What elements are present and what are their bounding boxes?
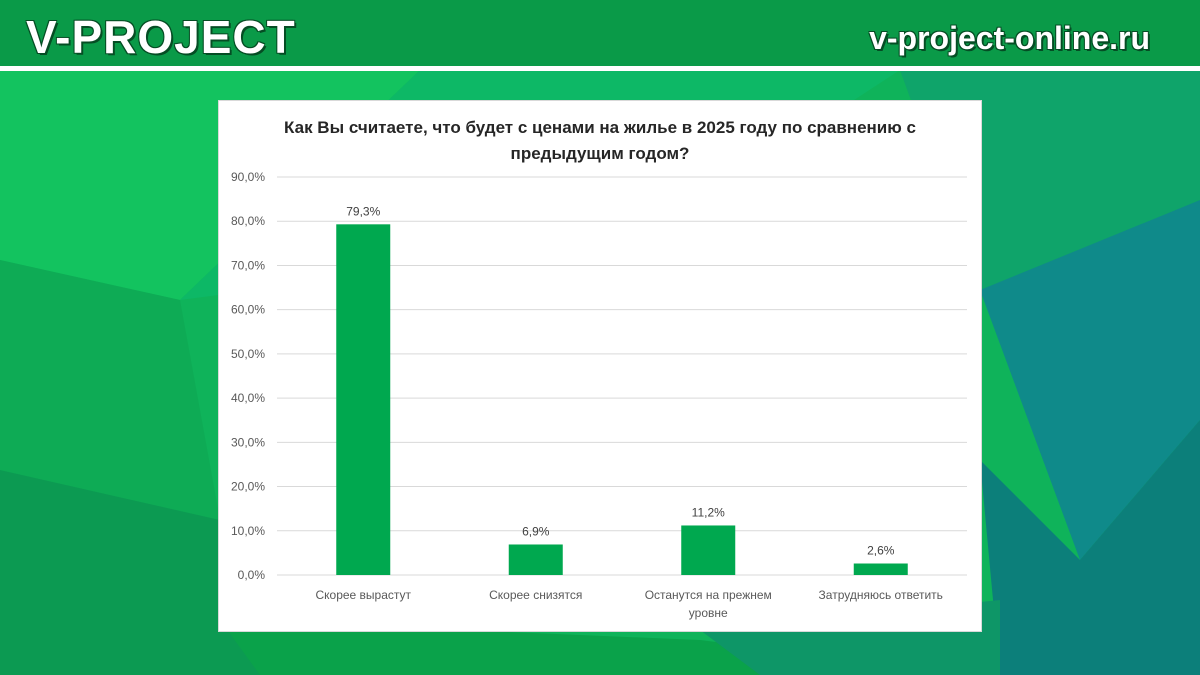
bar-chart: 0,0% 10,0% 20,0% 30,0% 40,0% 50,0% 60,0% 70,0% 8…: [231, 170, 967, 620]
data-label: 11,2%: [692, 505, 725, 519]
y-tick-label: 50,0%: [231, 347, 265, 361]
bar: [336, 224, 391, 575]
chart-card: Как Вы считаете, что будет с ценами на ж…: [218, 100, 982, 632]
x-tick-label: Затрудняюсь ответить: [819, 588, 943, 602]
y-tick-label: 90,0%: [231, 170, 265, 184]
y-tick-label: 30,0%: [231, 435, 265, 449]
data-label: 2,6%: [867, 544, 895, 558]
y-tick-label: 80,0%: [231, 214, 265, 228]
y-tick-label: 10,0%: [231, 524, 265, 538]
y-tick-label: 60,0%: [231, 303, 265, 317]
bar: [508, 544, 563, 575]
header-bar: [0, 0, 1200, 66]
x-tick-label: Скорее вырастут: [315, 588, 411, 602]
y-tick-label: 70,0%: [231, 258, 265, 272]
y-tick-label: 0,0%: [238, 568, 266, 582]
y-tick-label: 20,0%: [231, 480, 265, 494]
chart-title: Как Вы считаете, что будет с ценами на ж…: [284, 118, 916, 163]
bar: [681, 525, 736, 575]
x-tick-label: уровне: [689, 606, 728, 620]
header-divider: [0, 66, 1200, 71]
data-label: 6,9%: [522, 524, 550, 538]
x-tick-label: Останутся на прежнем: [645, 588, 772, 602]
site-url: v-project-online.ru: [869, 20, 1150, 56]
x-tick-label: Скорее снизятся: [489, 588, 582, 602]
brand-logo: V-PROJECT: [26, 11, 296, 63]
data-label: 79,3%: [346, 204, 380, 218]
bar: [853, 563, 908, 575]
y-tick-label: 40,0%: [231, 391, 265, 405]
